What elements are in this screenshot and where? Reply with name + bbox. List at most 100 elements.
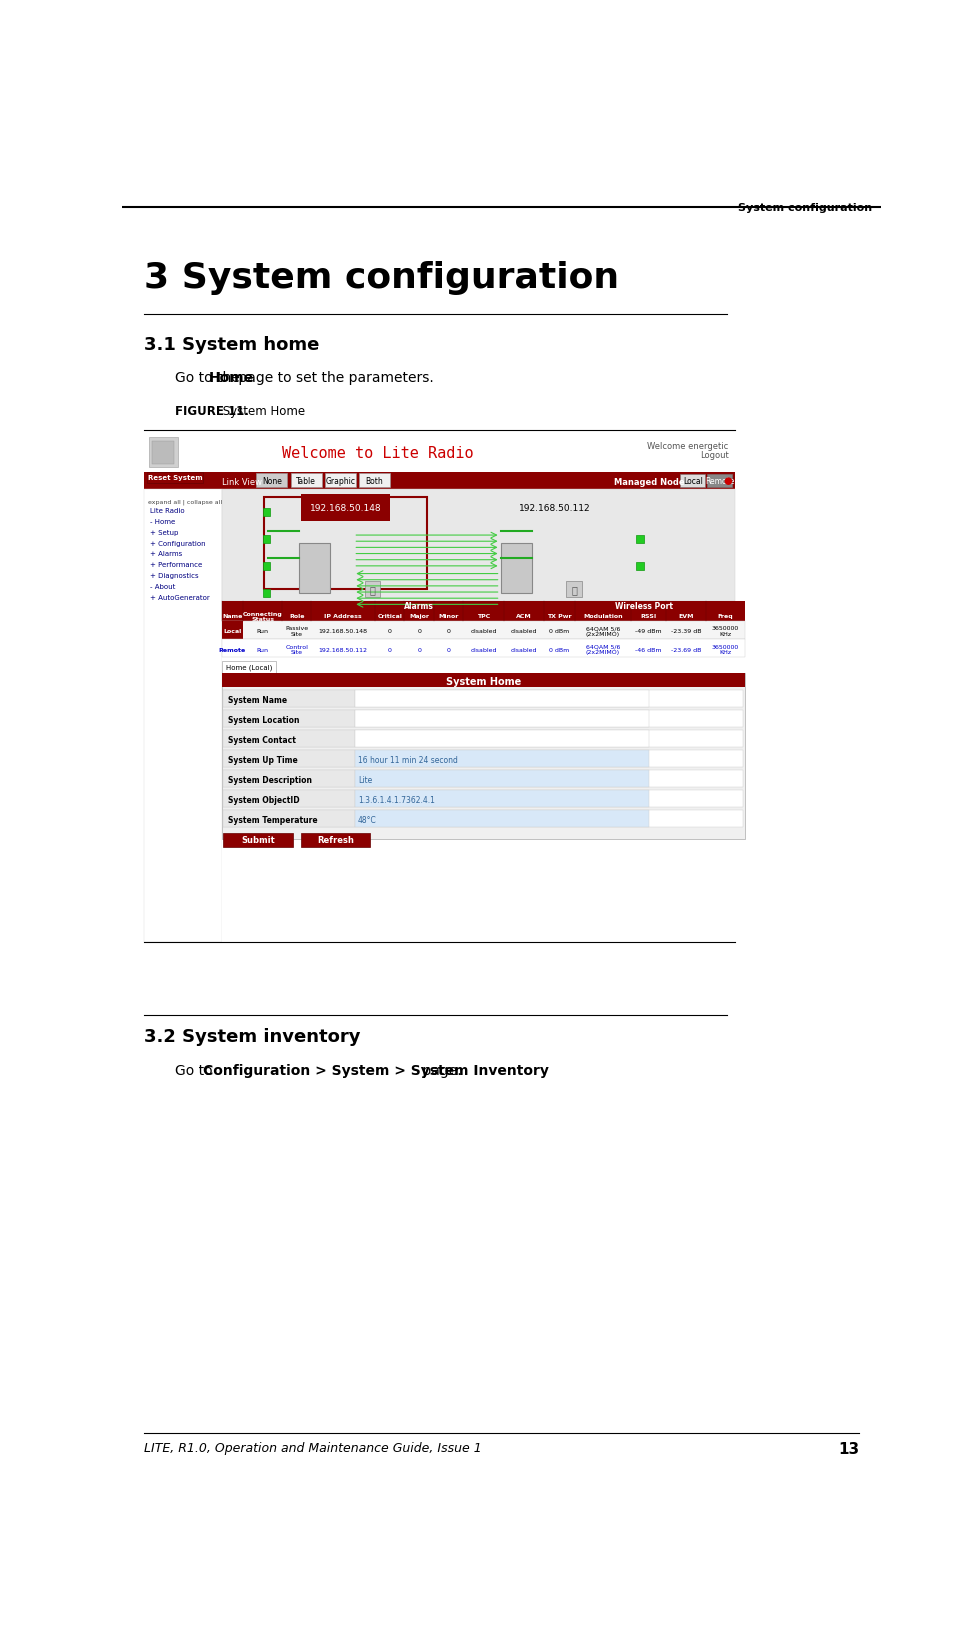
Text: Passive
Site: Passive Site [285, 626, 308, 637]
Bar [256, 474, 288, 487]
Bar [325, 474, 355, 487]
Text: page to set the parameters.: page to set the parameters. [234, 372, 433, 385]
Text: disabled: disabled [511, 629, 537, 634]
Bar [221, 662, 276, 673]
Text: Configuration > System > System Inventory: Configuration > System > System Inventor… [202, 1064, 549, 1077]
Text: Local: Local [682, 476, 702, 486]
Text: 0: 0 [387, 629, 391, 634]
Bar [354, 691, 648, 707]
Bar [144, 430, 734, 473]
Text: -23.69 dB: -23.69 dB [670, 647, 700, 652]
Text: 3 System configuration: 3 System configuration [144, 261, 618, 295]
Text: Name: Name [222, 615, 243, 619]
Text: 3.1 System home: 3.1 System home [144, 336, 319, 354]
Bar [223, 730, 742, 747]
Text: 16 hour 11 min 24 second: 16 hour 11 min 24 second [358, 755, 458, 764]
Text: 48°C: 48°C [358, 815, 377, 825]
Text: page.: page. [418, 1064, 462, 1077]
Text: System ObjectID: System ObjectID [228, 795, 299, 804]
Text: + Diagnostics: + Diagnostics [150, 572, 199, 579]
Text: + AutoGenerator: + AutoGenerator [150, 595, 210, 600]
Text: + Configuration: + Configuration [150, 541, 205, 546]
Text: Freq: Freq [717, 615, 733, 619]
Text: 192.168.50.148: 192.168.50.148 [309, 504, 381, 512]
Bar [223, 711, 742, 727]
Text: System Up Time: System Up Time [228, 755, 297, 764]
Bar [221, 601, 744, 621]
Text: Home: Home [208, 372, 253, 385]
Text: IP Address: IP Address [324, 615, 362, 619]
Text: System Contact: System Contact [228, 735, 295, 745]
Text: Critical: Critical [377, 615, 402, 619]
Text: Logout: Logout [699, 450, 728, 460]
Text: Graphic: Graphic [325, 476, 355, 486]
Text: None: None [262, 476, 282, 486]
Bar [152, 442, 173, 465]
Text: Reset System: Reset System [148, 474, 202, 481]
Text: 0: 0 [446, 647, 450, 652]
Text: 0: 0 [387, 647, 391, 652]
Text: System Description: System Description [228, 776, 311, 784]
Text: Managed Node: Managed Node [614, 478, 685, 486]
Bar [223, 691, 354, 707]
Text: 3650000
KHz: 3650000 KHz [711, 626, 738, 637]
Bar [223, 791, 742, 807]
Text: System Temperature: System Temperature [228, 815, 317, 825]
Text: 0: 0 [417, 647, 421, 652]
Text: 64QAM 5/6
(2x2MIMO): 64QAM 5/6 (2x2MIMO) [585, 644, 619, 655]
Text: 0: 0 [446, 629, 450, 634]
Text: Wireless Port: Wireless Port [615, 601, 673, 611]
Circle shape [725, 479, 731, 486]
Text: System Location: System Location [228, 716, 299, 724]
Text: Alarms: Alarms [404, 601, 433, 611]
Text: Remote: Remote [704, 476, 734, 486]
Bar [354, 810, 648, 828]
Bar [221, 639, 744, 659]
Bar [707, 474, 732, 487]
Text: Go to: Go to [175, 1064, 217, 1077]
Bar [144, 473, 734, 489]
Text: System Home: System Home [445, 676, 520, 686]
Bar [223, 771, 742, 787]
Text: Minor: Minor [438, 615, 459, 619]
Text: Link View: Link View [221, 478, 261, 486]
Text: + Performance: + Performance [150, 562, 202, 567]
Text: Welcome energetic: Welcome energetic [646, 442, 728, 452]
Text: FIGURE 11.: FIGURE 11. [175, 404, 248, 417]
Bar [566, 582, 581, 597]
Bar [221, 489, 734, 601]
Text: 1.3.6.1.4.1.7362.4.1: 1.3.6.1.4.1.7362.4.1 [358, 795, 434, 804]
Bar [354, 750, 648, 768]
Bar [354, 730, 648, 747]
Bar [221, 639, 243, 659]
Text: - About: - About [150, 584, 175, 590]
Bar [354, 791, 648, 807]
Text: 3650000
KHz: 3650000 KHz [711, 644, 738, 655]
Bar [354, 771, 648, 787]
Text: System configuration: System configuration [737, 204, 871, 214]
Bar [221, 489, 734, 942]
Bar [221, 621, 744, 639]
Text: Major: Major [409, 615, 428, 619]
Bar [223, 771, 354, 787]
Text: -49 dBm: -49 dBm [635, 629, 661, 634]
Text: System Home: System Home [219, 404, 305, 417]
Text: Local: Local [223, 629, 242, 634]
Text: 0 dBm: 0 dBm [549, 629, 569, 634]
Bar [354, 711, 648, 727]
Text: - Home: - Home [150, 518, 175, 525]
Text: Remote: Remote [218, 647, 245, 652]
Text: Lite Radio: Lite Radio [150, 509, 185, 513]
Text: 13: 13 [837, 1441, 859, 1456]
Text: TPC: TPC [476, 615, 490, 619]
Text: Go to the: Go to the [175, 372, 244, 385]
Text: Lite: Lite [358, 776, 372, 784]
Text: Submit: Submit [241, 836, 275, 844]
Text: Modulation: Modulation [583, 615, 622, 619]
Bar [223, 791, 354, 807]
Text: Welcome to Lite Radio: Welcome to Lite Radio [282, 447, 472, 461]
Text: Home (Local): Home (Local) [225, 663, 272, 670]
Text: Run: Run [256, 647, 268, 652]
Text: 192.168.50.112: 192.168.50.112 [319, 647, 368, 652]
Bar [290, 474, 321, 487]
